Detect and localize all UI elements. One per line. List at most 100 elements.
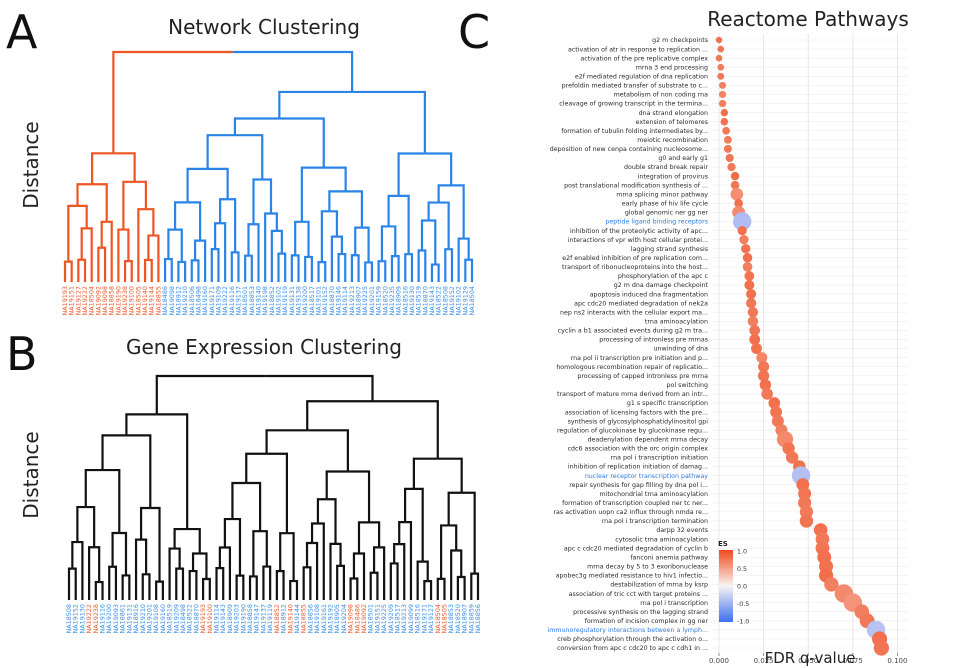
es-legend: ES 1.0 0.5 0.0 -0.5 -1.0: [718, 540, 749, 625]
expression-leaf-labels: NA18508NA19152NA19130NA19222NA19238NA191…: [65, 604, 482, 633]
legend-tick-label: -0.5: [737, 601, 749, 608]
pathway-label: creb phosphorylation through the activat…: [557, 636, 708, 643]
plot-grid: [712, 34, 908, 653]
pathway-point: [785, 451, 799, 464]
leaf-label: NA19193: [199, 604, 207, 633]
dendrogram-branch: [354, 226, 362, 256]
dendrogram-branch: [301, 220, 310, 257]
leaf-label: NA19108: [152, 604, 160, 633]
legend-colorbar: [719, 550, 733, 622]
dendrogram-branch: [300, 166, 324, 222]
leaf-label: NA19213: [348, 286, 356, 315]
pathway-label: fanconi anemia pathway: [630, 554, 708, 561]
dendrogram-branch: [220, 222, 227, 282]
dendrogram-branch: [276, 229, 283, 254]
dendrogram-branch: [233, 117, 280, 136]
leaf-label: NA19204: [340, 604, 348, 633]
dendrogram-branch: [444, 248, 449, 282]
dendrogram-branch: [206, 577, 211, 600]
dendrogram-branch: [279, 532, 287, 572]
pathway-label: association of licensing factors with th…: [565, 409, 708, 416]
dendrogram-branch: [395, 255, 400, 282]
leaf-label: NA19235: [388, 286, 396, 315]
pathway-label: processive synthesis on the lagging stra…: [573, 609, 708, 616]
pathway-label: meiotic recombination: [637, 137, 708, 144]
dendrogram-branch: [420, 219, 429, 251]
dendrogram-branch: [94, 580, 100, 600]
dendrogram-branch: [260, 530, 268, 567]
dendrogram-branch: [125, 574, 131, 600]
pathway-label: pol switching: [667, 382, 708, 389]
dendrogram-branch: [310, 522, 318, 543]
dendrogram-branch: [448, 524, 458, 551]
dendrogram-branch: [123, 259, 129, 282]
pathway-label: activation of the pre replicative comple…: [580, 55, 708, 62]
pathway-point: [725, 153, 734, 163]
dendrogram-branch: [374, 571, 379, 600]
leaf-label: NA19190: [114, 286, 122, 315]
dendrogram-branch: [347, 470, 371, 523]
leaf-label: NA18853: [447, 604, 455, 633]
dendrogram-branch: [422, 560, 429, 582]
dendrogram-branch: [294, 220, 302, 256]
pathway-label: extension of telomeres: [636, 119, 708, 126]
dendrogram-branch: [122, 180, 135, 230]
x-tick-label: 0.000: [709, 657, 729, 665]
dendrogram-branch: [177, 260, 182, 282]
pathway-label: interactions of vpr with host cellular p…: [568, 237, 708, 244]
leaf-label: NA19101: [315, 286, 323, 315]
dendrogram-branch: [358, 552, 366, 600]
dendrogram-branch: [201, 577, 207, 600]
dendrogram-branch: [293, 579, 299, 600]
pathway-label: peptide ligand binding receptors: [605, 219, 708, 226]
dendrogram-branch: [329, 210, 338, 237]
dendrogram-branch: [174, 547, 181, 569]
leaf-label: NA19140: [286, 604, 294, 633]
x-axis: 0.000 0.025 0.050 0.075 0.100: [709, 653, 907, 665]
pathway-label: inhibition of the proteolytic activity o…: [570, 228, 708, 235]
dendrogram-branch: [247, 223, 254, 256]
dendrogram-branch: [416, 560, 423, 600]
dendrogram-branch: [323, 166, 347, 192]
dendrogram-branch: [336, 235, 343, 255]
pathway-label: association of tric cct with target prot…: [569, 591, 708, 598]
dendrogram-branch: [168, 547, 175, 600]
dendrogram-branch: [193, 569, 198, 600]
dendrogram-branch: [100, 220, 107, 248]
dendrogram-branch: [84, 468, 103, 508]
dendrogram-branch: [329, 542, 336, 600]
dendrogram-branch: [289, 579, 294, 600]
pathway-point: [768, 397, 781, 409]
leaf-label: NA18856: [306, 604, 314, 633]
dendrogram-branch: [398, 520, 406, 545]
leaf-label: NA19092: [360, 604, 368, 633]
dendrogram-branch: [447, 491, 462, 526]
pathway-label: integration of provirus: [638, 173, 708, 180]
leaf-label: NA18486: [353, 604, 361, 633]
leaf-label: NA19119: [281, 286, 289, 315]
dendrogram-branch: [448, 248, 454, 282]
leaf-label: NA19151: [373, 604, 381, 633]
dendrogram-branch: [246, 481, 262, 532]
dendrogram-branch: [113, 152, 136, 182]
dendrogram-branch: [321, 261, 327, 282]
leaf-label: NA19099: [407, 604, 415, 633]
leaf-label: NA19201: [145, 604, 153, 633]
dendrogram-branch: [424, 152, 453, 186]
dendrogram-branch: [279, 117, 325, 168]
leaf-label: NA19131: [125, 604, 133, 633]
pathway-label: prefoldin mediated transfer of substrate…: [562, 83, 708, 90]
dendrogram-branch: [143, 258, 149, 282]
pathway-label: processing of intronless pre mrnas: [599, 337, 708, 344]
leaf-label: NA19098: [168, 286, 176, 315]
dendrogram-branch: [231, 481, 247, 520]
pathway-label: early phase of hiv life cycle: [622, 201, 708, 208]
leaf-label: NA19131: [288, 286, 296, 315]
dendrogram-branch: [77, 258, 82, 282]
dendrogram-branch: [357, 521, 370, 554]
dendrogram-branch: [252, 178, 263, 225]
dendrogram-branch: [207, 167, 229, 200]
pathway-point: [737, 225, 747, 236]
dendrogram-branch: [121, 574, 126, 600]
dendrogram-branch: [326, 498, 337, 544]
